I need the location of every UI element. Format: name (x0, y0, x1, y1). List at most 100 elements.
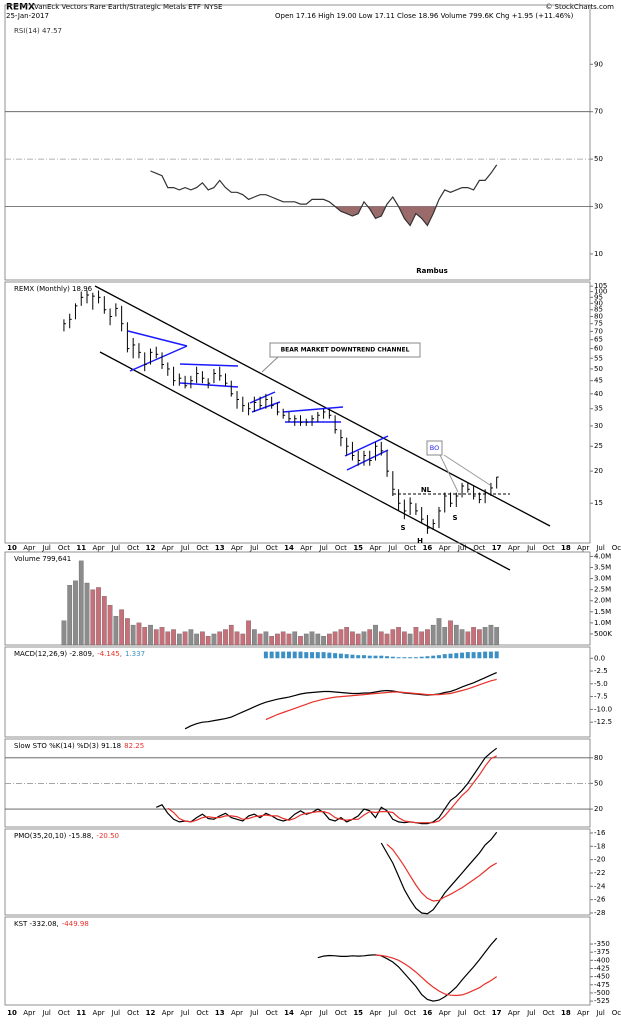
volume-bar (182, 631, 188, 646)
x-tick-label: 10 (7, 1009, 17, 1017)
histogram-bar (448, 653, 453, 659)
x-tick-label: 17 (492, 544, 502, 552)
x-tick-label: Jul (180, 544, 190, 552)
histogram-bar (483, 651, 488, 659)
x-tick-label: Oct (58, 544, 70, 552)
fund-name: VanEck Vectors Rare Earth/Strategic Meta… (34, 3, 201, 11)
volume-bar (332, 631, 338, 646)
histogram-bar (269, 651, 274, 659)
histogram-bar (454, 653, 459, 659)
indicator-line (317, 937, 498, 1002)
x-tick-label: Oct (404, 544, 416, 552)
y-tick-label: 105 (594, 282, 607, 290)
panel-frame (4, 646, 591, 738)
volume-bar (280, 631, 286, 646)
volume-bar (465, 631, 471, 646)
volume-bar (217, 631, 223, 646)
volume-bar (309, 631, 315, 646)
x-tick-label: Jul (526, 544, 536, 552)
x-tick-label: 11 (76, 1009, 86, 1017)
histogram-bar (275, 651, 280, 659)
x-tick-label: Oct (196, 544, 208, 552)
y-tick-label: 2.5M (594, 586, 611, 594)
histogram-bar (344, 654, 349, 659)
histogram-bar (333, 653, 338, 659)
indicator-line (150, 164, 498, 227)
volume-bar (211, 633, 217, 646)
legend-entry: -4.145, (97, 650, 122, 658)
histogram-bar (471, 652, 476, 659)
callout-box (426, 440, 443, 456)
y-tick-label: 20 (594, 467, 603, 475)
volume-bar (350, 631, 355, 646)
volume-bar (159, 627, 165, 646)
legend-entry: Slow STO %K(14) %D(3) 91.18 (14, 742, 121, 750)
volume-bar (292, 631, 298, 646)
x-tick-label: Jul (180, 1009, 190, 1017)
x-tick-label: Oct (196, 1009, 208, 1017)
y-tick-label: 70 (594, 327, 603, 335)
volume-bar (148, 624, 153, 646)
x-tick-label: Jul (249, 1009, 259, 1017)
y-tick-label: -450 (594, 973, 610, 981)
volume-bar (61, 620, 67, 646)
histogram-bar (361, 655, 366, 659)
volume-bar (402, 631, 407, 646)
annotation: S (452, 514, 457, 522)
histogram-bar (408, 657, 413, 659)
legend-entry: MACD(12,26,9) -2.809, (14, 650, 94, 658)
x-tick-label: 13 (215, 1009, 225, 1017)
volume-bar (326, 633, 332, 646)
y-tick-label: -10.0 (594, 705, 612, 713)
source: © StockCharts.com (545, 3, 614, 11)
volume-bar (477, 629, 482, 646)
histogram-bar (310, 652, 315, 659)
volume-bar (90, 589, 96, 646)
histogram-bar (436, 655, 441, 659)
histogram-bar (402, 657, 407, 659)
volume-bar (407, 633, 413, 646)
rsi-fill (150, 206, 497, 226)
y-tick-label: 85 (594, 306, 603, 314)
x-tick-label: Apr (439, 1009, 451, 1017)
y-tick-label: 80 (594, 313, 603, 321)
x-tick-label: Apr (231, 544, 243, 552)
volume-bar (448, 620, 453, 646)
volume-bar (471, 627, 476, 646)
volume-bar (338, 629, 344, 646)
x-tick-label: 18 (561, 544, 571, 552)
x-tick-label: Jul (595, 544, 605, 552)
x-tick-label: 18 (561, 1009, 571, 1017)
legend-entry: -20.50 (96, 832, 119, 840)
volume-bar (303, 633, 309, 646)
x-tick-label: Oct (543, 544, 555, 552)
histogram-bar (292, 651, 297, 659)
annotation: NL (421, 486, 432, 494)
y-tick-label: 50 (594, 779, 603, 787)
y-tick-label: -28 (594, 909, 605, 917)
volume-bar (73, 580, 78, 646)
volume-bar (384, 633, 390, 646)
x-tick-label: Jul (111, 1009, 121, 1017)
volume-bar (176, 633, 182, 646)
legend-entry: REMX (Monthly) 18.96 (14, 285, 93, 293)
x-tick-label: Jul (388, 544, 398, 552)
histogram-bar (327, 652, 332, 659)
y-tick-label: 60 (594, 345, 603, 353)
x-tick-label: Jul (249, 544, 259, 552)
x-tick-label: Apr (577, 1009, 589, 1017)
y-tick-label: 45 (594, 377, 603, 385)
x-tick-label: Apr (23, 1009, 35, 1017)
x-tick-label: 14 (284, 1009, 294, 1017)
volume-bar (275, 633, 280, 646)
annotation: BEAR MARKET DOWNTREND CHANNEL (281, 347, 410, 354)
histogram-bar (367, 655, 372, 659)
volume-bar (419, 631, 425, 646)
y-tick-label: -22 (594, 869, 605, 877)
histogram-bar (379, 655, 384, 659)
x-tick-label: Oct (335, 1009, 347, 1017)
x-tick-label: Jul (388, 1009, 398, 1017)
histogram-bar (488, 651, 493, 659)
